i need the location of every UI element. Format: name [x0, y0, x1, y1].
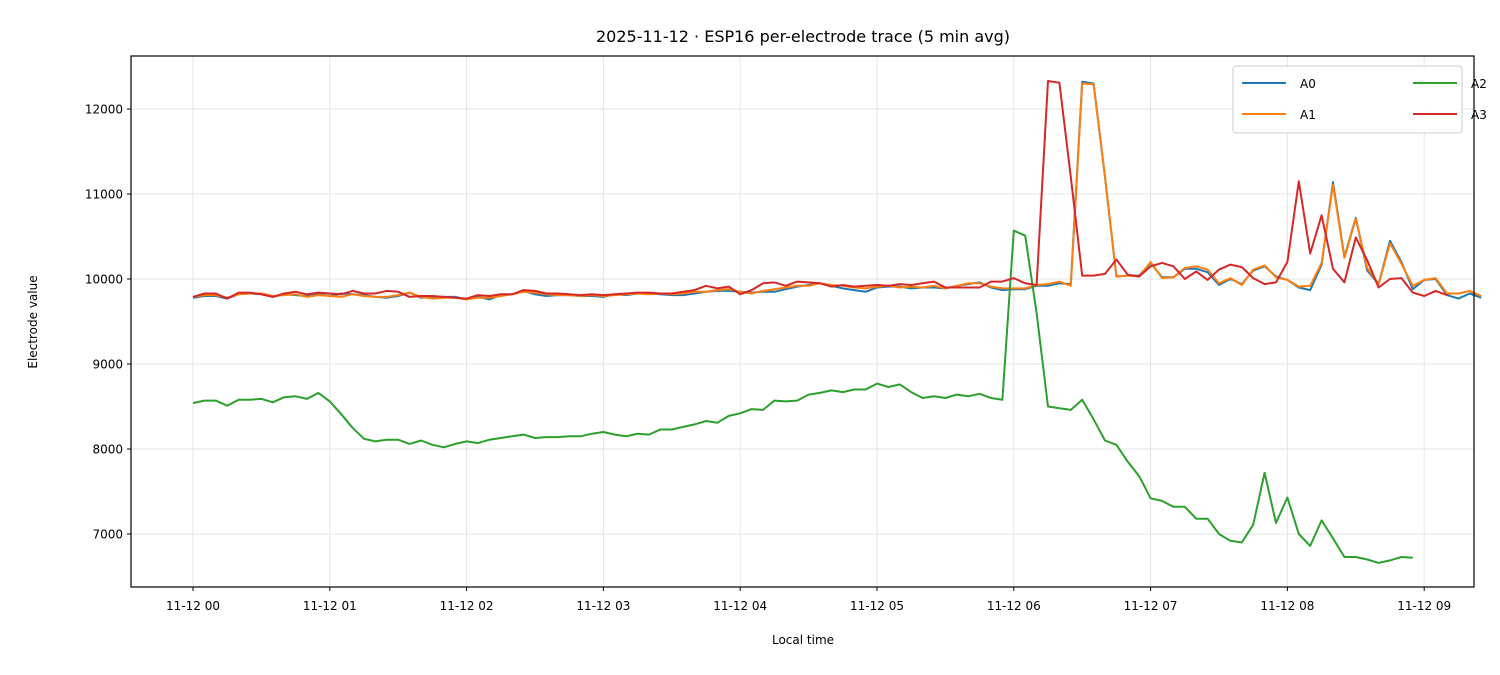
plot-frame	[130, 55, 1475, 588]
legend: A0 A1 A2 A3	[1232, 65, 1487, 134]
legend-label-a2: A2	[1471, 77, 1487, 91]
x-tick-label: 11-12 03	[576, 599, 630, 613]
x-tick-label: 11-12 02	[440, 599, 494, 613]
legend-label-a0: A0	[1300, 77, 1316, 91]
x-tick-label: 11-12 09	[1397, 599, 1451, 613]
legend-label-a1: A1	[1300, 108, 1316, 122]
y-axis-label: Electrode value	[26, 275, 40, 368]
x-tick-label: 11-12 08	[1260, 599, 1314, 613]
series-line-a2	[192, 229, 1413, 564]
x-axis-label: Local time	[772, 633, 834, 647]
x-tick-label: 11-12 01	[303, 599, 357, 613]
y-tick-label: 10000	[85, 273, 123, 287]
y-tick-label: 9000	[92, 358, 123, 372]
y-axis-ticks: 7000 8000 9000 10000 11000 12000	[85, 103, 131, 542]
legend-label-a3: A3	[1471, 108, 1487, 122]
y-tick-label: 8000	[92, 443, 123, 457]
x-tick-label: 11-12 07	[1124, 599, 1178, 613]
y-tick-label: 11000	[85, 188, 123, 202]
x-tick-label: 11-12 06	[987, 599, 1041, 613]
y-tick-label: 12000	[85, 103, 123, 117]
chart-title: 2025-11-12 · ESP16 per-electrode trace (…	[596, 27, 1010, 46]
series-line-a3	[192, 80, 1448, 300]
grid-lines	[131, 56, 1474, 587]
legend-box	[1232, 65, 1463, 134]
x-tick-label: 11-12 05	[850, 599, 904, 613]
y-tick-label: 7000	[92, 528, 123, 542]
x-tick-label: 11-12 04	[713, 599, 767, 613]
x-tick-label: 11-12 00	[166, 599, 220, 613]
series-lines	[192, 80, 1482, 564]
x-axis-ticks: 11-12 00 11-12 01 11-12 02 11-12 03 11-12 04…	[166, 587, 1451, 613]
